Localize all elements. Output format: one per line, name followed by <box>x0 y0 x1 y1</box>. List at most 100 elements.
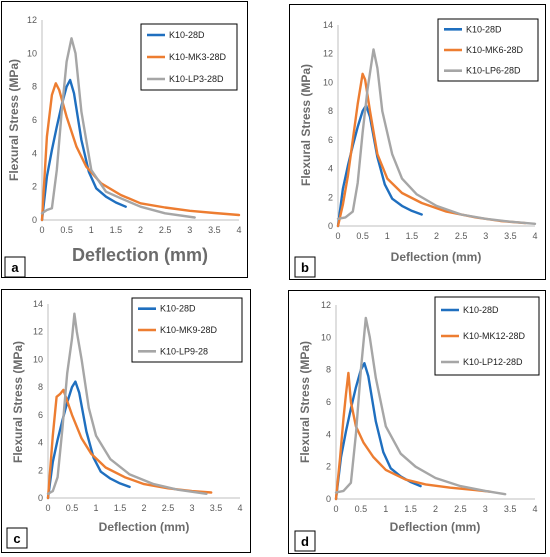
chart-svg-d: 0 0.5 1 1.5 2 2.5 3 3.5 4 0 2 4 6 8 10 12 Deflection (mm… <box>294 296 540 552</box>
y-tick-label: 6 <box>326 397 331 407</box>
legend-entry: K10-28D <box>463 305 499 315</box>
series-line-k10-lp6-28d <box>336 48 537 226</box>
y-axis-title: Flexural Stress (MPa) <box>299 64 313 186</box>
panel-label-box <box>6 527 28 549</box>
legend-entry: K10-LP3-28D <box>169 74 224 84</box>
legend-entry: K10-28D <box>466 24 502 34</box>
y-tick-label: 6 <box>328 135 333 145</box>
x-tick-label: 1 <box>93 503 98 513</box>
x-tick-label: 0 <box>39 225 44 235</box>
legend-entry: K10-28D <box>169 30 205 40</box>
x-tick-label: 2 <box>434 231 439 241</box>
panel-label: b <box>301 260 309 275</box>
series-line-k10-mk12-28d <box>334 371 492 501</box>
x-tick-label: 4 <box>236 225 241 235</box>
legend-entry: K10-28D <box>160 304 196 314</box>
y-tick-label: 14 <box>323 20 333 30</box>
x-axis-title: Deflection (mm) <box>391 250 482 264</box>
y-tick-label: 0 <box>326 494 331 504</box>
y-tick-label: 10 <box>321 332 331 342</box>
y-tick-label: 0 <box>32 215 37 225</box>
y-tick-label: 12 <box>27 15 37 25</box>
x-tick-label: 0 <box>333 504 338 514</box>
y-tick-label: 12 <box>323 49 333 59</box>
chart-svg-b: 0 0.5 1 1.5 2 2.5 3 3.5 4 0 2 4 6 8 10 12 14 Deflection (… <box>294 18 539 278</box>
x-tick-label: 3.5 <box>210 503 223 513</box>
x-tick-label: 3 <box>483 504 488 514</box>
panel-label-box <box>4 256 26 277</box>
x-tick-label: 3.5 <box>208 225 221 235</box>
x-tick-label: 0 <box>45 503 50 513</box>
y-tick-label: 6 <box>38 410 43 420</box>
x-tick-label: 1 <box>385 231 390 241</box>
y-tick-label: 14 <box>33 299 43 309</box>
panel-label: c <box>13 531 20 546</box>
series-line-k10-28d <box>40 78 127 222</box>
y-tick-label: 2 <box>328 192 333 202</box>
x-tick-label: 2.5 <box>159 225 172 235</box>
x-tick-label: 1 <box>89 225 94 235</box>
y-tick-label: 8 <box>328 106 333 116</box>
series-line-k10-lp9-28 <box>46 312 208 496</box>
x-axis-title: Deflection (mm) <box>390 520 481 534</box>
x-tick-label: 3.5 <box>504 231 517 241</box>
y-axis-title: Flexural Stress (MPa) <box>298 341 312 463</box>
y-tick-label: 4 <box>38 438 43 448</box>
y-tick-label: 4 <box>328 164 333 174</box>
x-tick-label: 3 <box>189 503 194 513</box>
legend-entry: K10-MK12-28D <box>463 331 526 341</box>
x-tick-label: 4 <box>532 504 537 514</box>
y-tick-label: 8 <box>326 365 331 375</box>
y-tick-label: 4 <box>326 429 331 439</box>
x-tick-label: 1.5 <box>114 503 127 513</box>
panel-label: a <box>11 260 19 275</box>
chart-panel-d: 0 0.5 1 1.5 2 2.5 3 3.5 4 0 2 4 6 8 10 12 Deflection (mm… <box>288 290 546 554</box>
y-tick-label: 2 <box>32 182 37 192</box>
y-tick-label: 4 <box>32 148 37 158</box>
chart-panel-c: 0 0.5 1 1.5 2 2.5 3 3.5 4 0 2 4 6 8 10 12 14 Deflection (… <box>1 289 251 553</box>
chart-panel-b: 0 0.5 1 1.5 2 2.5 3 3.5 4 0 2 4 6 8 10 12 14 Deflection (… <box>289 4 546 280</box>
x-tick-label: 2 <box>138 225 143 235</box>
x-tick-label: 2.5 <box>454 504 467 514</box>
chart-panel-a: 0 0.5 1 1.5 2 2.5 3 3.5 4 0 2 4 6 8 10 12 Deflection (mm… <box>1 1 248 278</box>
x-tick-label: 1.5 <box>110 225 123 235</box>
y-axis-title: Flexural Stress (MPa) <box>7 59 21 181</box>
x-axis-title: Deflection (mm) <box>99 520 190 534</box>
series-line-k10-mk3-28d <box>40 82 241 222</box>
y-tick-label: 0 <box>328 221 333 231</box>
x-tick-label: 0 <box>335 231 340 241</box>
x-tick-label: 0.5 <box>355 504 368 514</box>
series-line-k10-28d <box>46 380 131 500</box>
panel-label: d <box>301 534 309 549</box>
legend-entry: K10-MK9-28D <box>160 325 218 335</box>
series-line-k10-lp3-28d <box>40 37 196 219</box>
y-tick-label: 10 <box>27 48 37 58</box>
legend-entry: K10-MK6-28D <box>466 45 524 55</box>
chart-svg-a: 0 0.5 1 1.5 2 2.5 3 3.5 4 0 2 4 6 8 10 12 Deflection (mm… <box>4 15 242 277</box>
y-axis-title: Flexural Stress (MPa) <box>11 341 25 463</box>
y-tick-label: 8 <box>38 382 43 392</box>
x-tick-label: 0.5 <box>60 225 73 235</box>
x-tick-label: 1.5 <box>406 231 419 241</box>
y-tick-label: 2 <box>38 465 43 475</box>
legend-entry: K10-LP9-28 <box>160 346 208 356</box>
x-tick-label: 3 <box>187 225 192 235</box>
legend-entry: K10-LP12-28D <box>463 357 523 367</box>
y-tick-label: 8 <box>32 82 37 92</box>
x-tick-label: 2 <box>433 504 438 514</box>
y-tick-label: 10 <box>323 77 333 87</box>
x-tick-label: 0.5 <box>66 503 79 513</box>
y-tick-label: 0 <box>38 493 43 503</box>
x-tick-label: 4 <box>237 503 242 513</box>
y-tick-label: 12 <box>321 300 331 310</box>
x-tick-label: 0.5 <box>356 231 369 241</box>
y-tick-label: 10 <box>33 354 43 364</box>
x-tick-label: 2.5 <box>162 503 175 513</box>
panel-label-box <box>294 256 316 278</box>
series-line-k10-28d <box>336 104 423 228</box>
y-tick-label: 2 <box>326 462 331 472</box>
y-tick-label: 12 <box>33 327 43 337</box>
x-tick-label: 2 <box>141 503 146 513</box>
x-axis-title: Deflection (mm) <box>72 245 208 265</box>
series-line-k10-mk9-28d <box>46 388 213 500</box>
